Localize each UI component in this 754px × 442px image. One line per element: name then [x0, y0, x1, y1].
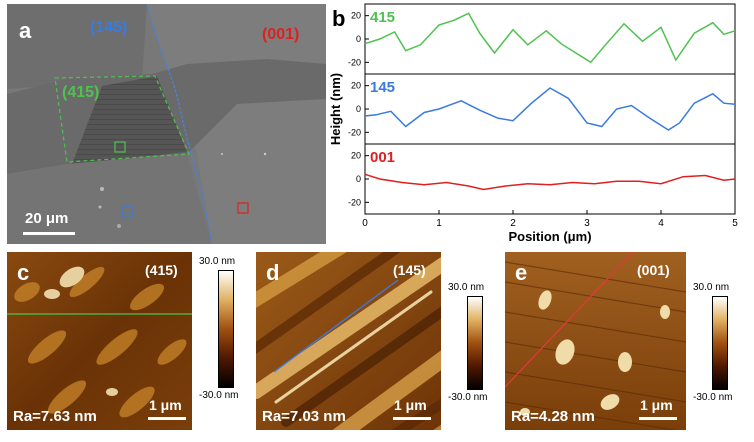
subplot-frame-145 [364, 73, 736, 145]
panel-a-scale-bar [23, 232, 75, 235]
colorbar-c-bottom: -30.0 nm [199, 390, 239, 401]
series-label-001: 001 [370, 149, 395, 166]
subplot-frame-415 [364, 3, 736, 75]
series-line-001 [364, 173, 736, 191]
panel-c-scale-bar [148, 417, 186, 420]
panel-e-scale-text: 1 μm [640, 397, 673, 413]
marker-145-square [121, 206, 133, 218]
x-tick-label: 3 [584, 218, 590, 229]
y-tick-label: -20 [348, 57, 361, 67]
label-415: (415) [62, 84, 100, 101]
panel-e-label: e [515, 260, 528, 285]
series-label-415: 415 [370, 9, 395, 26]
colorbar-e-bottom: -30.0 nm [693, 392, 733, 403]
y-tick-label: 0 [356, 34, 361, 44]
panel-e-roughness: Ra=4.28 nm [511, 408, 595, 425]
panel-b-label: b [332, 6, 346, 31]
y-tick-label: -20 [348, 127, 361, 137]
panel-d-afm-image: d (145) Ra=7.03 nm 1 μm [256, 252, 441, 430]
afm-415-map [7, 252, 192, 430]
y-axis-label: Height (nm) [330, 73, 343, 145]
x-tick-label: 4 [658, 218, 664, 229]
panel-c-roughness: Ra=7.63 nm [13, 408, 97, 425]
panel-e-afm-image: e (001) Ra=4.28 nm 1 μm [505, 252, 686, 430]
x-tick-label: 0 [362, 218, 368, 229]
colorbar-e [712, 296, 728, 390]
x-tick-label: 1 [436, 218, 442, 229]
label-001: (001) [262, 26, 300, 43]
colorbar-d-top: 30.0 nm [448, 282, 485, 293]
panel-d-label: d [266, 260, 280, 285]
colorbar-e-top: 30.0 nm [693, 282, 730, 293]
panel-c-scale-text: 1 μm [149, 397, 182, 413]
panel-e-orientation: (001) [637, 262, 670, 278]
grain-boundary-line [146, 4, 213, 244]
afm-145-map [256, 252, 441, 430]
panel-c-label: c [17, 260, 30, 285]
panel-a-sem-image: a (145) (001) (415) 20 μm [7, 4, 326, 244]
panel-d-scale-text: 1 μm [394, 397, 427, 413]
panel-e-scale-bar [639, 417, 677, 420]
panel-d-orientation: (145) [393, 262, 426, 278]
marker-001-square [237, 202, 249, 214]
profile-line-001 [505, 252, 634, 388]
subplot-frame-001 [364, 143, 736, 215]
panel-a-scale-text: 20 μm [25, 210, 69, 227]
x-tick-label: 2 [510, 218, 516, 229]
y-tick-label: -20 [348, 197, 361, 207]
series-line-145 [364, 87, 736, 131]
panel-d-scale-bar [393, 417, 431, 420]
y-tick-label: 20 [351, 151, 361, 161]
sem-grain-map [7, 4, 326, 244]
colorbar-d-bottom: -30.0 nm [448, 392, 488, 403]
panel-a-label: a [19, 18, 32, 43]
y-tick-label: 0 [356, 174, 361, 184]
panel-c-afm-image: c (415) Ra=7.63 nm 1 μm [7, 252, 192, 430]
afm-001-map [505, 252, 686, 430]
colorbar-d [467, 296, 483, 390]
y-tick-label: 20 [351, 81, 361, 91]
marker-415-square [114, 141, 126, 153]
grain-415-outline [54, 75, 190, 163]
series-label-145: 145 [370, 79, 395, 96]
colorbar-c [218, 270, 234, 388]
y-tick-label: 0 [356, 104, 361, 114]
panel-c-orientation: (415) [145, 262, 178, 278]
label-145: (145) [90, 19, 128, 36]
x-tick-label: 5 [732, 218, 738, 229]
profile-line-145 [273, 279, 399, 373]
y-tick-label: 20 [351, 11, 361, 21]
series-line-415 [364, 12, 736, 64]
height-profile-chart: 20 0 -20 415 20 0 -20 145 20 0 -20 001 0 1 2 3 4 5 Positio… [330, 3, 738, 244]
colorbar-c-top: 30.0 nm [199, 256, 236, 267]
x-axis-label: Position (μm) [508, 229, 591, 244]
panel-d-roughness: Ra=7.03 nm [262, 408, 346, 425]
